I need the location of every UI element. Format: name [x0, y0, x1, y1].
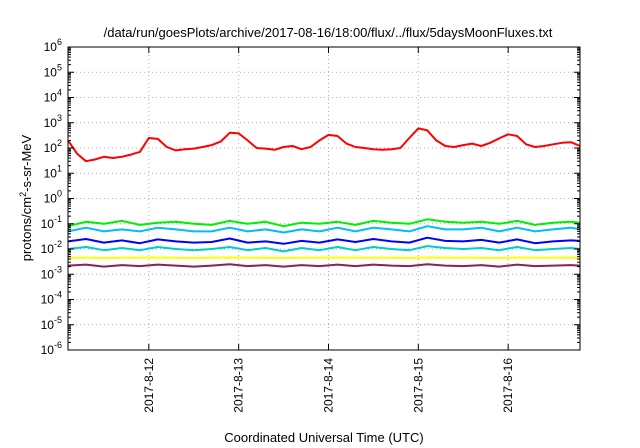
y-tick-exponent: -5	[54, 315, 62, 325]
series-group	[67, 127, 581, 268]
y-tick-exponent: -4	[54, 290, 62, 300]
y-tick-exponent: 0	[57, 189, 62, 199]
y-tick-base: 10	[41, 217, 55, 231]
series-line-5	[67, 245, 581, 253]
y-tick-exponent: -1	[54, 214, 62, 224]
y-tick-base: 10	[44, 192, 58, 206]
y-label-rest: -s-sr-MeV	[19, 134, 34, 191]
series-line-2	[67, 218, 581, 228]
x-tick-label: 2017-8-13	[232, 358, 246, 413]
y-tick-base: 10	[44, 141, 58, 155]
chart-title: /data/run/goesPlots/archive/2017-08-16/1…	[104, 25, 553, 40]
x-tick-label: 2017-8-15	[411, 358, 425, 413]
y-tick-label: 10-1	[41, 214, 62, 231]
y-tick-exponent: 1	[57, 163, 62, 173]
y-tick-label: 101	[44, 163, 62, 180]
y-tick-base: 10	[41, 267, 55, 281]
y-tick-base: 10	[44, 65, 58, 79]
y-label-superscript: 2	[18, 192, 28, 197]
y-tick-label: 102	[44, 138, 62, 155]
series-line-7	[67, 263, 581, 268]
y-tick-exponent: 3	[57, 113, 62, 123]
series-line-4	[67, 236, 581, 245]
series-line-1	[67, 127, 581, 163]
x-tick-label: 2017-8-14	[321, 358, 335, 413]
y-tick-base: 10	[41, 343, 55, 357]
y-tick-label: 10-2	[41, 239, 62, 256]
y-tick-exponent: -6	[54, 340, 62, 350]
y-tick-base: 10	[44, 166, 58, 180]
x-axis: 2017-8-12 2017-8-13 2017-8-14 2017-8-15 2017…	[142, 47, 515, 413]
y-tick-exponent: 6	[57, 37, 62, 47]
y-label-main: protons/cm	[19, 197, 34, 261]
series-line-3	[67, 225, 581, 234]
y-tick-label: 10-4	[41, 290, 62, 307]
x-tick-label: 2017-8-12	[142, 358, 156, 413]
series-line-6	[68, 256, 580, 259]
x-tick-label: 2017-8-16	[501, 358, 515, 413]
y-tick-label: 10-5	[41, 315, 62, 332]
grid	[68, 47, 580, 350]
y-tick-base: 10	[44, 40, 58, 54]
y-tick-label: 100	[44, 189, 62, 206]
y-tick-exponent: 5	[57, 62, 62, 72]
y-tick-exponent: -2	[54, 239, 62, 249]
x-axis-label: Coordinated Universal Time (UTC)	[224, 430, 423, 445]
y-tick-base: 10	[41, 318, 55, 332]
y-tick-label: 104	[44, 88, 62, 105]
y-tick-exponent: -3	[54, 264, 62, 274]
y-tick-label: 103	[44, 113, 62, 130]
y-tick-base: 10	[44, 91, 58, 105]
y-tick-base: 10	[44, 116, 58, 130]
y-tick-base: 10	[41, 242, 55, 256]
y-tick-base: 10	[41, 293, 55, 307]
y-tick-label: 106	[44, 37, 62, 54]
y-tick-label: 105	[44, 62, 62, 79]
y-tick-exponent: 4	[57, 88, 62, 98]
y-tick-label: 10-6	[41, 340, 62, 357]
y-tick-label: 10-3	[41, 264, 62, 281]
y-axis-label: protons/cm2-s-sr-MeV	[18, 134, 34, 261]
y-tick-exponent: 2	[57, 138, 62, 148]
y-axis: 10610510410310210110010-110-210-310-410-…	[41, 37, 580, 357]
